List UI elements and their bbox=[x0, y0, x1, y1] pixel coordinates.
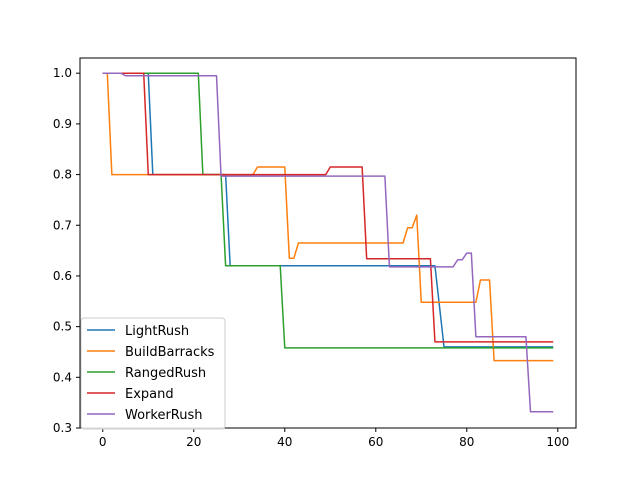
y-tick-label: 1.0 bbox=[53, 66, 72, 80]
x-tick-label: 80 bbox=[459, 435, 474, 449]
x-tick-label: 0 bbox=[99, 435, 107, 449]
legend-box bbox=[80, 317, 226, 430]
x-tick-label: 100 bbox=[546, 435, 569, 449]
y-tick-label: 0.4 bbox=[53, 370, 72, 384]
series-line-lightrush bbox=[102, 72, 554, 348]
legend: LightRush BuildBarracks RangedRush Expand Wo… bbox=[80, 317, 226, 430]
y-tick-label: 0.8 bbox=[53, 168, 72, 182]
x-tick-label: 20 bbox=[186, 435, 201, 449]
series-layer bbox=[102, 72, 554, 413]
y-axis-ticks: 0.3 0.4 0.5 0.6 0.7 0.8 0.9 1.0 bbox=[53, 66, 80, 435]
y-tick-label: 0.5 bbox=[53, 320, 72, 334]
legend-label-buildbarracks: BuildBarracks bbox=[125, 345, 215, 360]
legend-label-workerrush: WorkerRush bbox=[125, 408, 203, 423]
y-tick-label: 0.9 bbox=[53, 117, 72, 131]
x-tick-label: 60 bbox=[368, 435, 383, 449]
y-tick-label: 0.3 bbox=[53, 421, 72, 435]
y-tick-label: 0.6 bbox=[53, 269, 72, 283]
series-line-rangedrush bbox=[102, 72, 554, 349]
x-axis-ticks: 0 20 40 60 80 100 bbox=[99, 428, 569, 449]
legend-label-rangedrush: RangedRush bbox=[125, 366, 206, 381]
legend-label-expand: Expand bbox=[125, 387, 174, 402]
series-line-workerrush bbox=[102, 72, 554, 413]
x-tick-label: 40 bbox=[277, 435, 292, 449]
plot-frame bbox=[79, 57, 577, 429]
legend-label-lightrush: LightRush bbox=[125, 324, 189, 339]
y-tick-label: 0.7 bbox=[53, 218, 72, 232]
series-line-expand bbox=[102, 72, 554, 343]
